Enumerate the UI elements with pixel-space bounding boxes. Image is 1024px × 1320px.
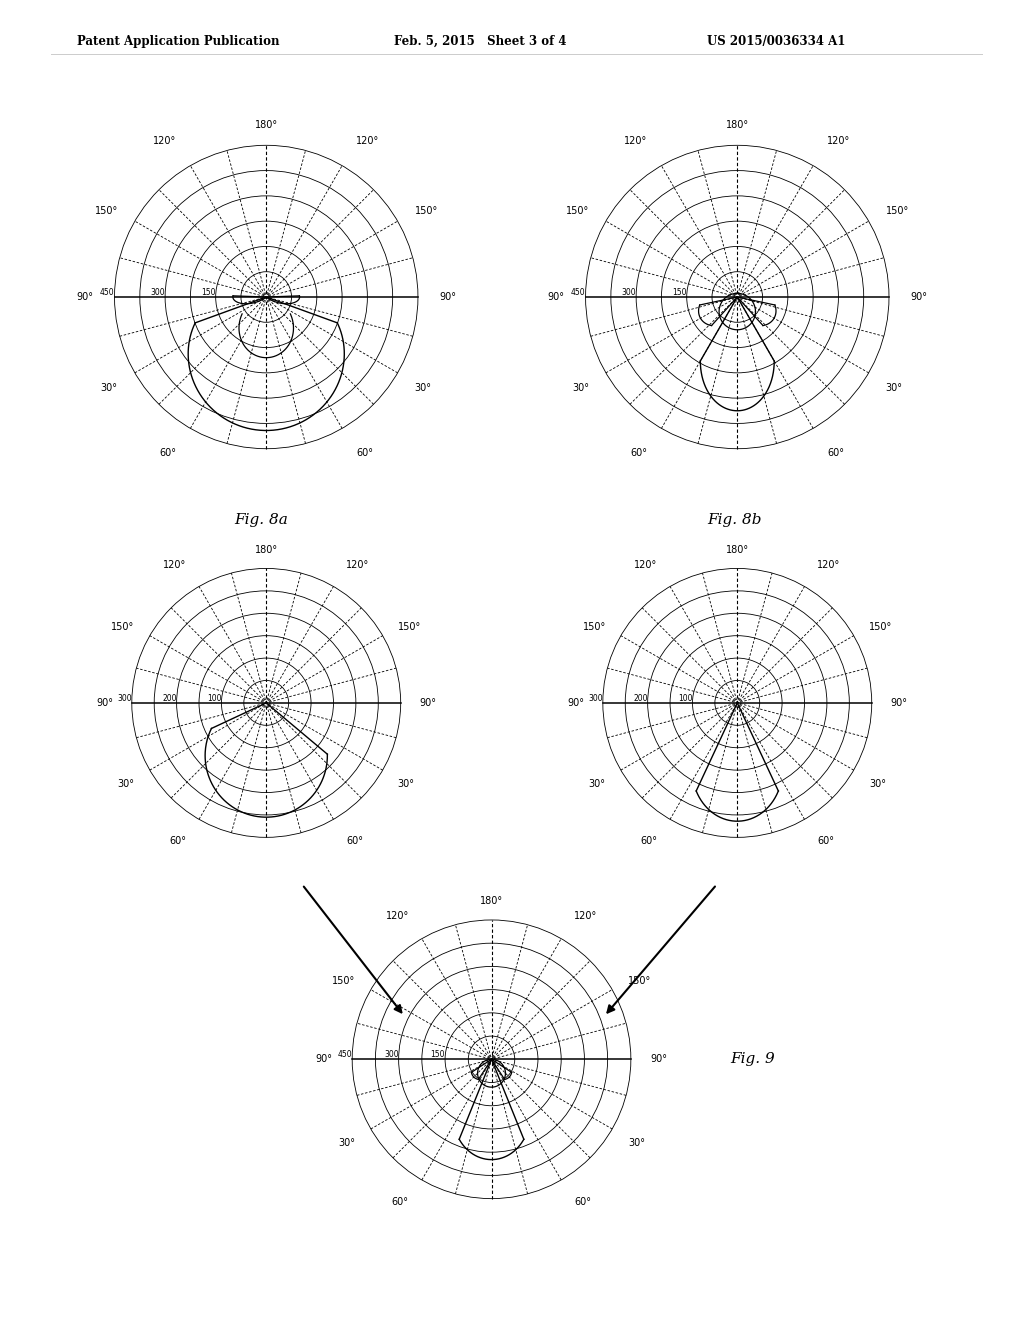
Text: 150°: 150°: [628, 975, 651, 986]
Text: 150°: 150°: [886, 206, 909, 216]
Text: 60°: 60°: [392, 1197, 409, 1208]
Text: 120°: 120°: [624, 136, 647, 147]
Text: 150°: 150°: [112, 622, 135, 632]
Text: 100: 100: [207, 694, 221, 702]
Text: 60°: 60°: [346, 836, 362, 846]
Text: 90°: 90°: [420, 698, 436, 708]
Text: 30°: 30°: [571, 383, 589, 393]
Text: 60°: 60°: [631, 447, 647, 458]
Text: 300: 300: [588, 694, 603, 702]
Text: 120°: 120°: [346, 560, 370, 570]
Text: 60°: 60°: [827, 447, 844, 458]
Text: 150: 150: [430, 1051, 445, 1059]
Text: 30°: 30°: [589, 779, 606, 789]
Text: 60°: 60°: [817, 836, 834, 846]
Text: 60°: 60°: [160, 447, 176, 458]
Text: 180°: 180°: [726, 120, 749, 131]
Text: 450: 450: [100, 288, 115, 297]
Text: 100: 100: [678, 694, 692, 702]
Text: Fig. 8b: Fig. 8b: [707, 513, 762, 527]
Text: 30°: 30°: [628, 1138, 645, 1148]
Text: 60°: 60°: [574, 1197, 591, 1208]
Text: 120°: 120°: [574, 911, 597, 921]
Text: 30°: 30°: [118, 779, 135, 789]
Text: 120°: 120°: [817, 560, 841, 570]
Text: 180°: 180°: [726, 545, 749, 554]
Text: US 2015/0036334 A1: US 2015/0036334 A1: [707, 34, 845, 48]
Text: 150: 150: [672, 288, 687, 297]
Text: 30°: 30°: [415, 383, 432, 393]
Text: 300: 300: [117, 694, 132, 702]
Text: 300: 300: [622, 288, 636, 297]
Text: 150°: 150°: [94, 206, 118, 216]
Text: 60°: 60°: [170, 836, 186, 846]
Text: 30°: 30°: [868, 779, 886, 789]
Text: 180°: 180°: [255, 120, 278, 131]
Text: 30°: 30°: [397, 779, 415, 789]
Text: 90°: 90°: [650, 1055, 668, 1064]
Text: Patent Application Publication: Patent Application Publication: [77, 34, 280, 48]
Text: 120°: 120°: [827, 136, 851, 147]
Text: 150°: 150°: [415, 206, 438, 216]
Text: 90°: 90°: [96, 698, 113, 708]
Text: 150: 150: [201, 288, 216, 297]
Text: 200: 200: [162, 694, 176, 702]
Text: 90°: 90°: [439, 292, 456, 302]
Text: 90°: 90°: [567, 698, 584, 708]
Text: 60°: 60°: [641, 836, 657, 846]
Text: 60°: 60°: [356, 447, 373, 458]
Text: 150°: 150°: [565, 206, 589, 216]
Text: 300: 300: [384, 1051, 398, 1059]
Text: Feb. 5, 2015   Sheet 3 of 4: Feb. 5, 2015 Sheet 3 of 4: [394, 34, 566, 48]
Text: 450: 450: [338, 1051, 352, 1059]
Text: 90°: 90°: [548, 292, 564, 302]
Text: 150°: 150°: [868, 622, 892, 632]
Text: 150°: 150°: [332, 975, 355, 986]
Text: Fig. 8a: Fig. 8a: [234, 513, 288, 527]
Text: 120°: 120°: [386, 911, 409, 921]
Text: 90°: 90°: [77, 292, 93, 302]
Text: 120°: 120°: [356, 136, 380, 147]
Text: 180°: 180°: [480, 896, 503, 906]
Text: 450: 450: [571, 288, 586, 297]
Text: 120°: 120°: [634, 560, 657, 570]
Text: 90°: 90°: [910, 292, 927, 302]
Text: 90°: 90°: [315, 1055, 333, 1064]
Text: 300: 300: [151, 288, 165, 297]
Text: Fig. 9: Fig. 9: [730, 1052, 775, 1065]
Text: 150°: 150°: [583, 622, 606, 632]
Text: 200: 200: [633, 694, 647, 702]
Text: 30°: 30°: [338, 1138, 355, 1148]
Text: 90°: 90°: [891, 698, 907, 708]
Text: 30°: 30°: [886, 383, 903, 393]
Text: 180°: 180°: [255, 545, 278, 554]
Text: 120°: 120°: [163, 560, 186, 570]
Text: 150°: 150°: [397, 622, 421, 632]
Text: 120°: 120°: [153, 136, 176, 147]
Text: 30°: 30°: [100, 383, 118, 393]
